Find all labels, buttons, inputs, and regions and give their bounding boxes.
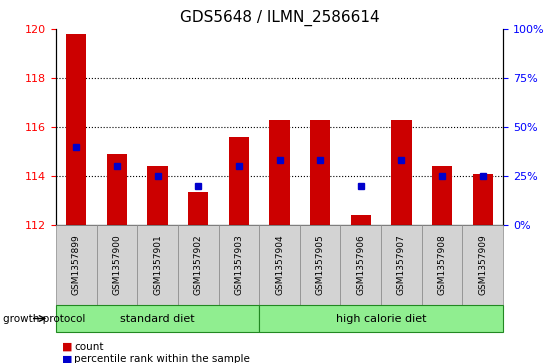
Text: count: count bbox=[74, 342, 104, 352]
Text: GSM1357901: GSM1357901 bbox=[153, 234, 162, 295]
Bar bbox=[66, 34, 87, 225]
Text: GSM1357906: GSM1357906 bbox=[356, 234, 366, 295]
Bar bbox=[391, 120, 411, 225]
Bar bbox=[148, 166, 168, 225]
Bar bbox=[188, 192, 209, 225]
Bar bbox=[229, 137, 249, 225]
Text: growth protocol: growth protocol bbox=[3, 314, 85, 323]
Bar bbox=[472, 174, 493, 225]
Text: GSM1357907: GSM1357907 bbox=[397, 234, 406, 295]
Text: GSM1357899: GSM1357899 bbox=[72, 234, 80, 295]
Text: GSM1357904: GSM1357904 bbox=[275, 234, 284, 295]
Title: GDS5648 / ILMN_2586614: GDS5648 / ILMN_2586614 bbox=[179, 10, 380, 26]
Text: GSM1357908: GSM1357908 bbox=[438, 234, 447, 295]
Bar bbox=[310, 120, 330, 225]
Text: GSM1357905: GSM1357905 bbox=[316, 234, 325, 295]
Text: ■: ■ bbox=[61, 354, 72, 363]
Bar bbox=[432, 166, 452, 225]
Text: GSM1357903: GSM1357903 bbox=[234, 234, 243, 295]
Text: standard diet: standard diet bbox=[120, 314, 195, 323]
Bar bbox=[107, 154, 127, 225]
Bar bbox=[350, 215, 371, 225]
Text: percentile rank within the sample: percentile rank within the sample bbox=[74, 354, 250, 363]
Text: GSM1357900: GSM1357900 bbox=[112, 234, 121, 295]
Text: high calorie diet: high calorie diet bbox=[336, 314, 427, 323]
Text: GSM1357909: GSM1357909 bbox=[479, 234, 487, 295]
Text: ■: ■ bbox=[61, 342, 72, 352]
Bar bbox=[269, 120, 290, 225]
Text: GSM1357902: GSM1357902 bbox=[193, 234, 203, 295]
